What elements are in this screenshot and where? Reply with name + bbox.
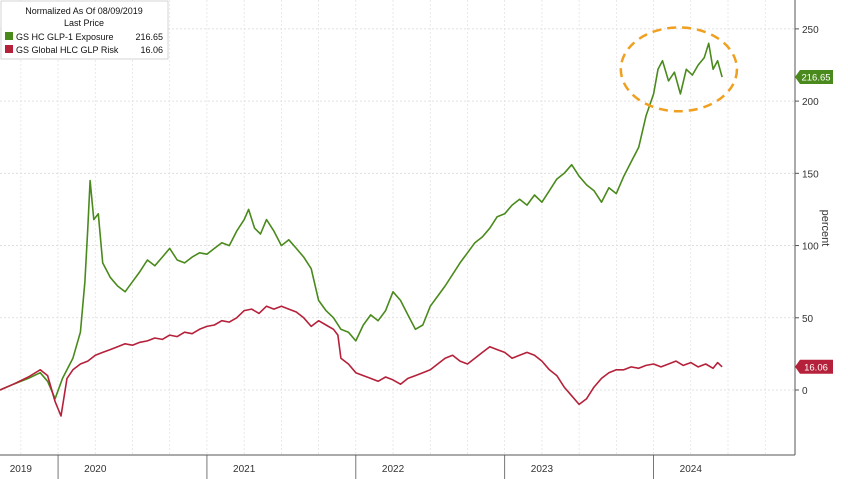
y-tick-label: 250 bbox=[802, 25, 819, 36]
last-value-badge-text-2: 16.06 bbox=[804, 362, 828, 373]
y-tick-label: 50 bbox=[802, 314, 814, 325]
x-tick-label: 2024 bbox=[680, 464, 703, 475]
series-lines bbox=[0, 42, 723, 417]
legend-series-value-2: 16.06 bbox=[140, 45, 163, 55]
legend-series-name-2: GS Global HLC GLP Risk bbox=[16, 45, 119, 55]
legend-background bbox=[0, 0, 169, 60]
y-tick-label: 150 bbox=[802, 169, 819, 180]
y-axis-title: percent bbox=[819, 210, 831, 247]
last-value-badges: 216.65 16.06 bbox=[795, 70, 833, 374]
x-tick-label: 2022 bbox=[382, 464, 405, 475]
legend-series-name-1: GS HC GLP-1 Exposure bbox=[16, 32, 114, 42]
y-tick-label: 100 bbox=[802, 242, 819, 253]
series-line-2 bbox=[0, 305, 723, 417]
axes: 0 50 100 150 200 250 2019 2020 2021 2022 2023 2024 bbox=[0, 0, 819, 479]
x-tick-label: 2023 bbox=[531, 464, 554, 475]
last-value-badge-1 bbox=[795, 70, 833, 85]
x-tick-label: 2019 bbox=[10, 464, 33, 475]
last-value-badge-text-1: 216.65 bbox=[801, 73, 830, 84]
grid-lines bbox=[0, 0, 795, 455]
x-tick-label: 2020 bbox=[84, 464, 107, 475]
legend-box: Normalized As Of 08/09/2019 Last Price G… bbox=[0, 0, 169, 60]
legend-header-line1: Normalized As Of 08/09/2019 bbox=[25, 6, 143, 16]
highlight-annotation bbox=[619, 26, 739, 113]
legend-swatch-red bbox=[5, 45, 13, 53]
y-tick-label: 0 bbox=[802, 386, 808, 397]
x-tick-label: 2021 bbox=[233, 464, 256, 475]
y-tick-label: 200 bbox=[802, 97, 819, 108]
legend-series-value-1: 216.65 bbox=[135, 32, 163, 42]
highlight-ellipse bbox=[619, 26, 739, 113]
legend-swatch-green bbox=[5, 32, 13, 40]
series-line-1 bbox=[0, 42, 723, 400]
last-value-badge-2 bbox=[795, 359, 833, 374]
legend-header-line2: Last Price bbox=[64, 18, 104, 28]
